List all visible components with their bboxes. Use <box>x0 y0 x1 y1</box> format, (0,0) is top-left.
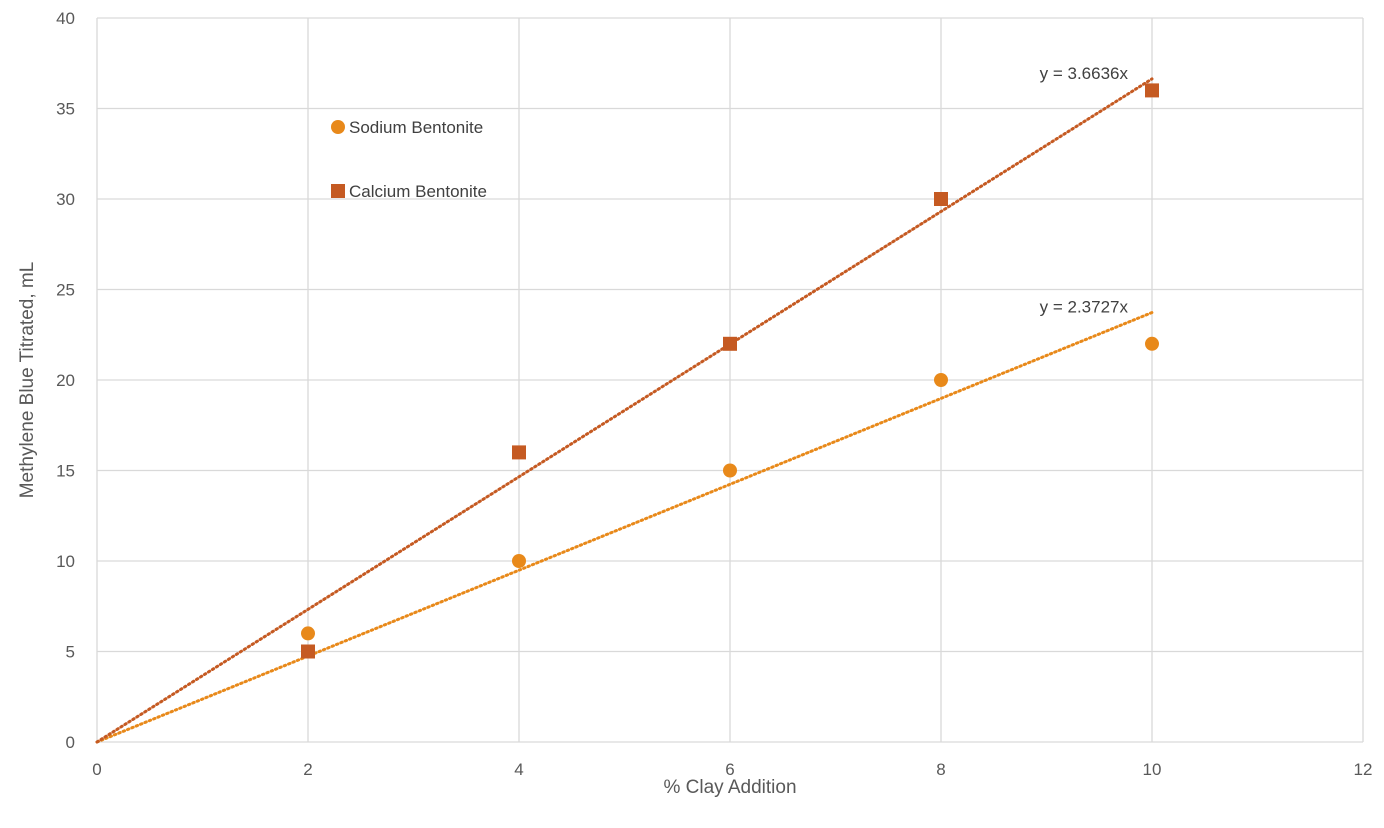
trendline-equation: y = 3.6636x <box>1040 64 1129 83</box>
x-tick-label: 2 <box>303 760 312 779</box>
legend-label: Sodium Bentonite <box>349 118 483 137</box>
data-point-calcium <box>723 336 737 351</box>
data-point-sodium <box>934 373 948 387</box>
y-tick-label: 5 <box>66 643 75 662</box>
trendline-sodium <box>95 311 1154 744</box>
data-point-sodium <box>723 463 737 478</box>
legend-item: Sodium Bentonite <box>331 118 483 137</box>
legend-marker-square <box>331 184 345 198</box>
trendline-calcium <box>95 77 1154 744</box>
data-point-sodium <box>1145 336 1159 351</box>
grid-lines <box>96 17 1364 743</box>
legend-item: Calcium Bentonite <box>331 182 487 201</box>
y-tick-label: 10 <box>56 552 75 571</box>
x-axis-ticks: 0 2 4 6 8 10 12 <box>92 760 1372 779</box>
legend-marker-circle <box>331 120 345 134</box>
trendline-equation: y = 2.3727x <box>1040 298 1129 317</box>
y-axis-ticks: 0 5 10 15 20 25 30 35 40 <box>56 9 75 752</box>
x-tick-label: 4 <box>514 760 523 779</box>
data-point-calcium <box>512 445 526 460</box>
legend-label: Calcium Bentonite <box>349 182 487 201</box>
x-tick-label: 10 <box>1143 760 1162 779</box>
y-tick-label: 20 <box>56 371 75 390</box>
x-tick-label: 8 <box>936 760 945 779</box>
legend: Sodium Bentonite Calcium Bentonite <box>331 118 487 201</box>
data-point-calcium <box>934 192 948 206</box>
trendlines: y = 2.3727x y = 3.6636x <box>95 64 1154 744</box>
data-point-sodium <box>512 554 526 568</box>
x-tick-label: 6 <box>725 760 734 779</box>
data-point-sodium <box>301 626 315 641</box>
data-point-calcium <box>1145 83 1159 98</box>
y-axis-title: Methylene Blue Titrated, mL <box>17 262 38 499</box>
y-tick-label: 15 <box>56 462 75 481</box>
x-tick-label: 12 <box>1354 760 1373 779</box>
x-tick-label: 0 <box>92 760 101 779</box>
y-tick-label: 30 <box>56 190 75 209</box>
y-tick-label: 0 <box>66 733 75 752</box>
data-point-calcium <box>301 644 315 659</box>
y-tick-label: 35 <box>56 100 75 119</box>
y-tick-label: 40 <box>56 9 75 28</box>
x-axis-title: % Clay Addition <box>663 777 796 798</box>
data-points <box>301 83 1159 659</box>
y-tick-label: 25 <box>56 281 75 300</box>
